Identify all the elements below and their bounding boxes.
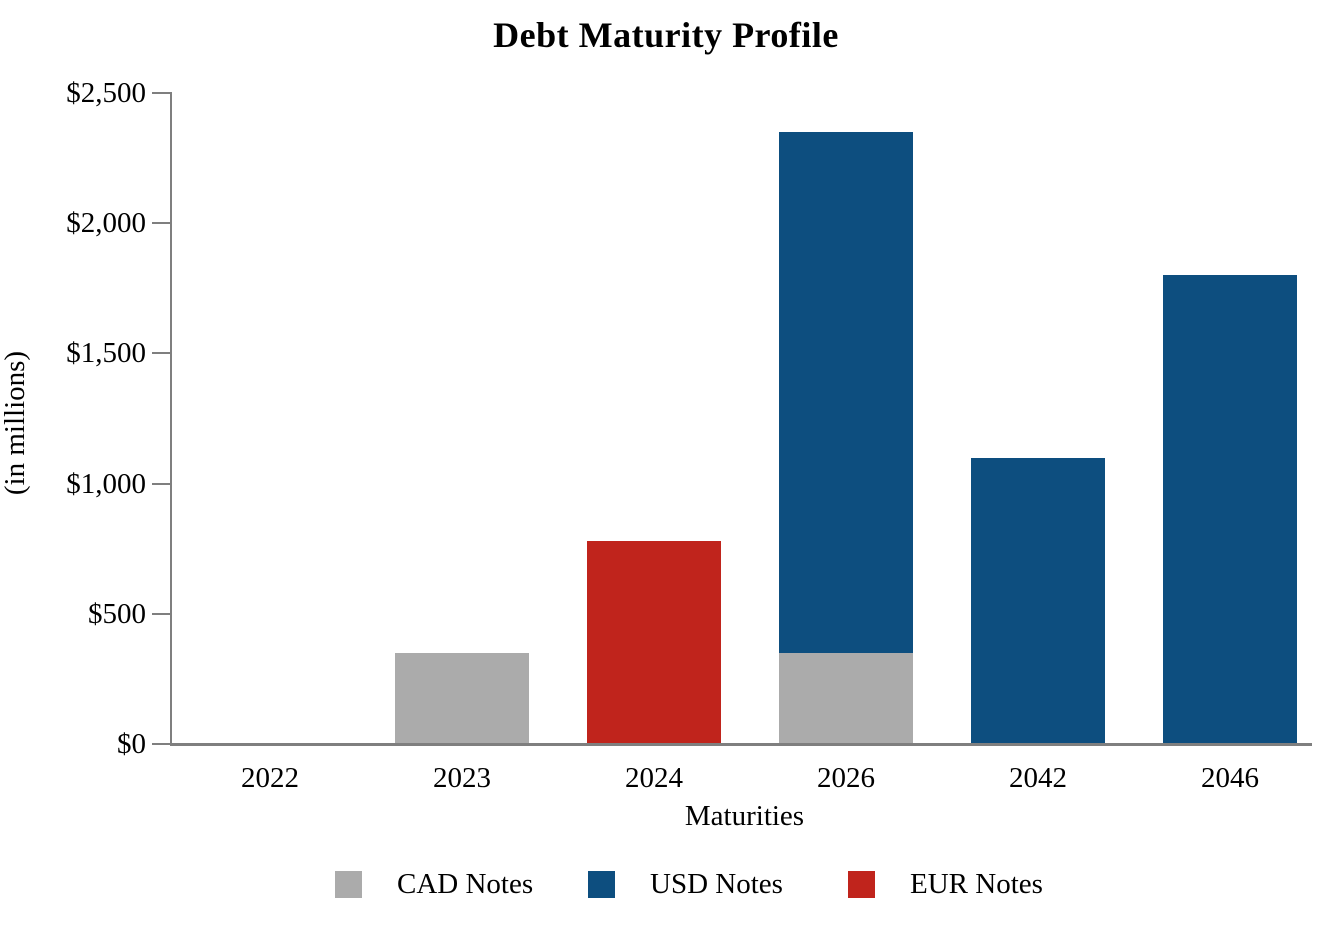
legend-swatch-usd-notes [588,871,615,898]
bar-2046-usd-notes [1163,275,1297,744]
legend-label: USD Notes [650,868,783,900]
x-tick-label-2046: 2046 [1201,762,1259,794]
y-tick-label: $2,000 [66,207,146,240]
legend-label: EUR Notes [910,868,1043,900]
y-tick-mark [152,612,172,615]
y-tick-label: $1,500 [66,337,146,370]
y-tick-label: $0 [117,728,146,760]
bar-2023-cad-notes [395,652,529,744]
legend-swatch-eur-notes [848,871,875,898]
legend-label: CAD Notes [397,868,534,900]
y-tick-label: $2,500 [66,77,146,109]
x-tick-label-2026: 2026 [817,762,875,794]
x-tick-label-2024: 2024 [625,762,683,794]
x-tick-label-2023: 2023 [433,762,491,794]
x-axis-line [170,743,1312,746]
y-tick-mark [152,92,172,94]
x-axis-title: Maturities [684,800,805,832]
y-tick-mark [152,482,172,485]
y-tick-mark [152,222,172,225]
bar-2026-usd-notes [779,132,913,653]
legend-swatch-cad-notes [335,871,362,898]
x-tick-label-2022: 2022 [241,762,299,794]
y-tick-label: $500 [88,597,146,630]
y-tick-label: $1,000 [66,467,146,500]
chart-title: Debt Maturity Profile [493,15,839,55]
x-tick-label-2042: 2042 [1009,762,1067,794]
y-tick-mark [152,743,172,745]
y-axis-line [170,93,172,746]
bar-2026-cad-notes [779,652,913,744]
y-tick-mark [152,352,172,355]
bar-2042-usd-notes [971,457,1105,744]
bar-2024-eur-notes [587,540,721,744]
